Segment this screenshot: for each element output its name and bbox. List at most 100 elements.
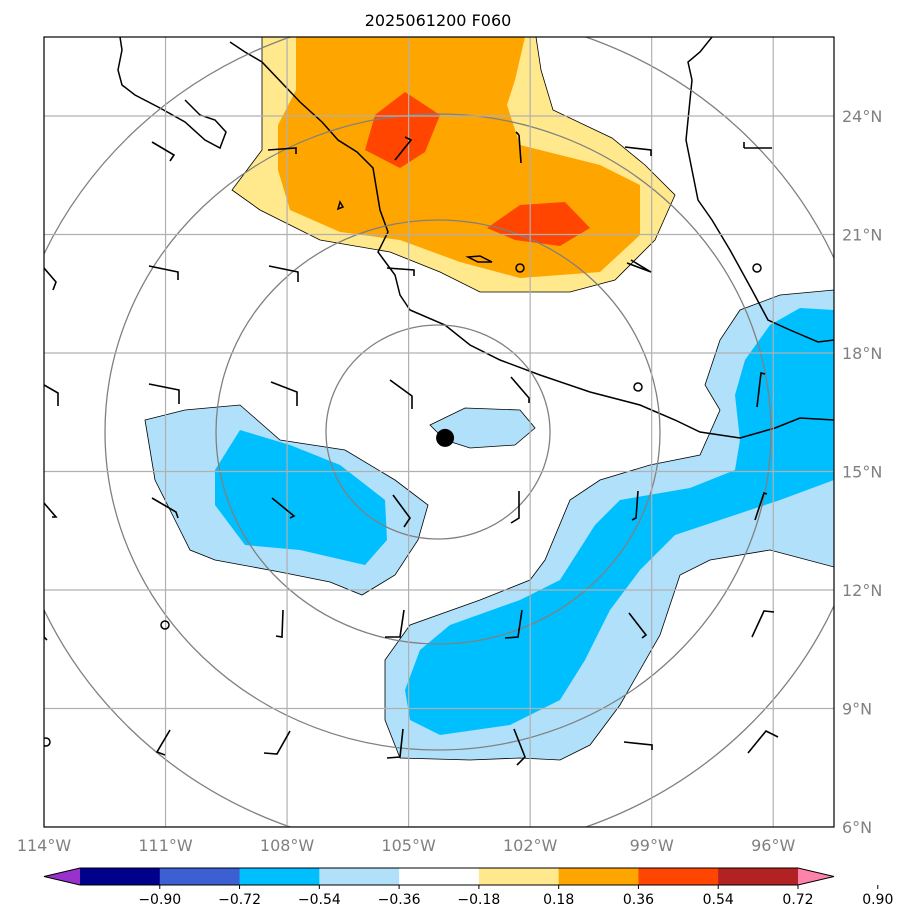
gridlines [44,37,834,827]
lon-tick-label: 96°W [751,836,795,855]
wind-barb [631,490,639,521]
lat-tick-label: 21°N [842,226,882,245]
wind-barb [510,491,520,524]
wind-barb [394,136,413,161]
wind-barb [513,728,526,766]
coastline-baja [117,37,227,150]
colorbar-tick-label: −0.72 [218,892,261,908]
lat-tick-label: 9°N [842,700,872,719]
wind-barb [151,497,179,519]
contour-fill-0.54-a [365,92,440,168]
wind-barb [386,267,415,276]
wind-barb [44,502,58,518]
colorbar-tick-label: 0.36 [623,892,654,908]
colorbar-tick-label: −0.90 [138,892,181,908]
lon-tick-label: 114°W [17,836,72,855]
wind-barb [743,142,772,149]
wind-barb [44,610,48,641]
lat-axis: 24°N 21°N 18°N 15°N 12°N 9°N 6°N [842,107,882,837]
lat-tick-label: 24°N [842,107,882,126]
wind-barb [515,131,522,164]
wind-barb [626,259,652,273]
coastlines [117,37,834,439]
lon-tick-label: 102°W [503,836,558,855]
wind-barb [263,730,291,755]
region-positive-north [231,37,676,293]
wind-barb [504,609,523,639]
coastline-islet-2 [465,255,493,263]
coastline-gulf [685,37,834,343]
lon-tick-label: 105°W [381,836,436,855]
colorbar-segment [478,868,560,885]
colorbar-segment [399,868,480,885]
colorbar-extend-low [44,868,80,885]
wind-barb [392,494,411,528]
wind-barb [275,609,284,638]
colorbar-extend-high [798,868,834,885]
lat-tick-label: 12°N [842,581,882,600]
wind-barb [271,497,296,519]
wind-barb [386,728,404,759]
colorbar-segment [319,868,400,885]
lon-axis: 114°W 111°W 108°W 105°W 102°W 99°W 96°W [17,836,796,855]
wind-barb [624,146,652,156]
colorbar-segment [638,868,719,885]
wind-barb [267,147,297,154]
range-ring-2 [215,219,661,645]
wind-barb [155,729,171,756]
lat-tick-label: 15°N [842,463,882,482]
colorbar-segment [80,868,161,885]
calm-circle [160,620,170,630]
wind-barb [389,379,413,409]
wind-barb [623,741,653,750]
calm-markers [44,263,762,747]
map-panel: 114°W 111°W 108°W 105°W 102°W 99°W 96°W 24°N 21… [17,36,882,855]
colorbar-tick-label: 0.90 [862,892,893,908]
wind-barb [628,612,648,639]
wind-barb [44,267,57,291]
lat-tick-label: 6°N [842,818,872,837]
chart-title: 2025061200 F060 [365,11,512,30]
colorbar-tick-label: −0.36 [378,892,421,908]
wind-barb [756,372,766,408]
lon-tick-label: 111°W [138,836,193,855]
wind-barb [268,265,299,282]
range-ring-3 [104,113,772,751]
colorbar-segment [239,868,320,885]
colorbar-segment [718,868,799,885]
range-rings [44,37,834,827]
wind-barb [751,610,775,638]
colorbar-segment [159,868,241,885]
wind-barb [510,376,530,403]
wind-barb [151,141,176,162]
lon-tick-label: 108°W [260,836,315,855]
contour-fill-neg0.36-band [405,308,834,735]
wind-barb [385,609,405,638]
wind-barb [747,729,779,754]
lat-tick-label: 18°N [842,344,882,363]
colorbar-tick-label: 0.72 [782,892,813,908]
wind-barb [44,384,59,406]
colorbar: −0.90 −0.72 −0.54 −0.36 −0.18 0.18 0.36 0.54 0.7… [43,867,893,908]
calm-circle [515,263,525,273]
coastline-islet-1 [336,200,345,211]
wind-barbs [44,131,779,766]
lon-tick-label: 99°W [630,836,674,855]
region-negative-band-southeast [384,289,834,761]
colorbar-segment [558,868,639,885]
wind-barb [148,383,180,404]
calm-circle [752,263,762,273]
calm-circle [633,382,643,392]
coastline-mainland [229,41,834,439]
wind-barb [148,265,179,280]
contour-fill-neg0.36-west [215,430,387,565]
colorbar-tick-label: −0.54 [298,892,341,908]
colorbar-tick-label: 0.18 [543,892,574,908]
calm-circle [44,737,51,747]
wind-barb [754,491,768,521]
wind-barb [270,381,298,406]
map-frame [43,36,835,828]
colorbar-tick-label: 0.54 [703,892,734,908]
storm-center-marker [436,428,455,447]
